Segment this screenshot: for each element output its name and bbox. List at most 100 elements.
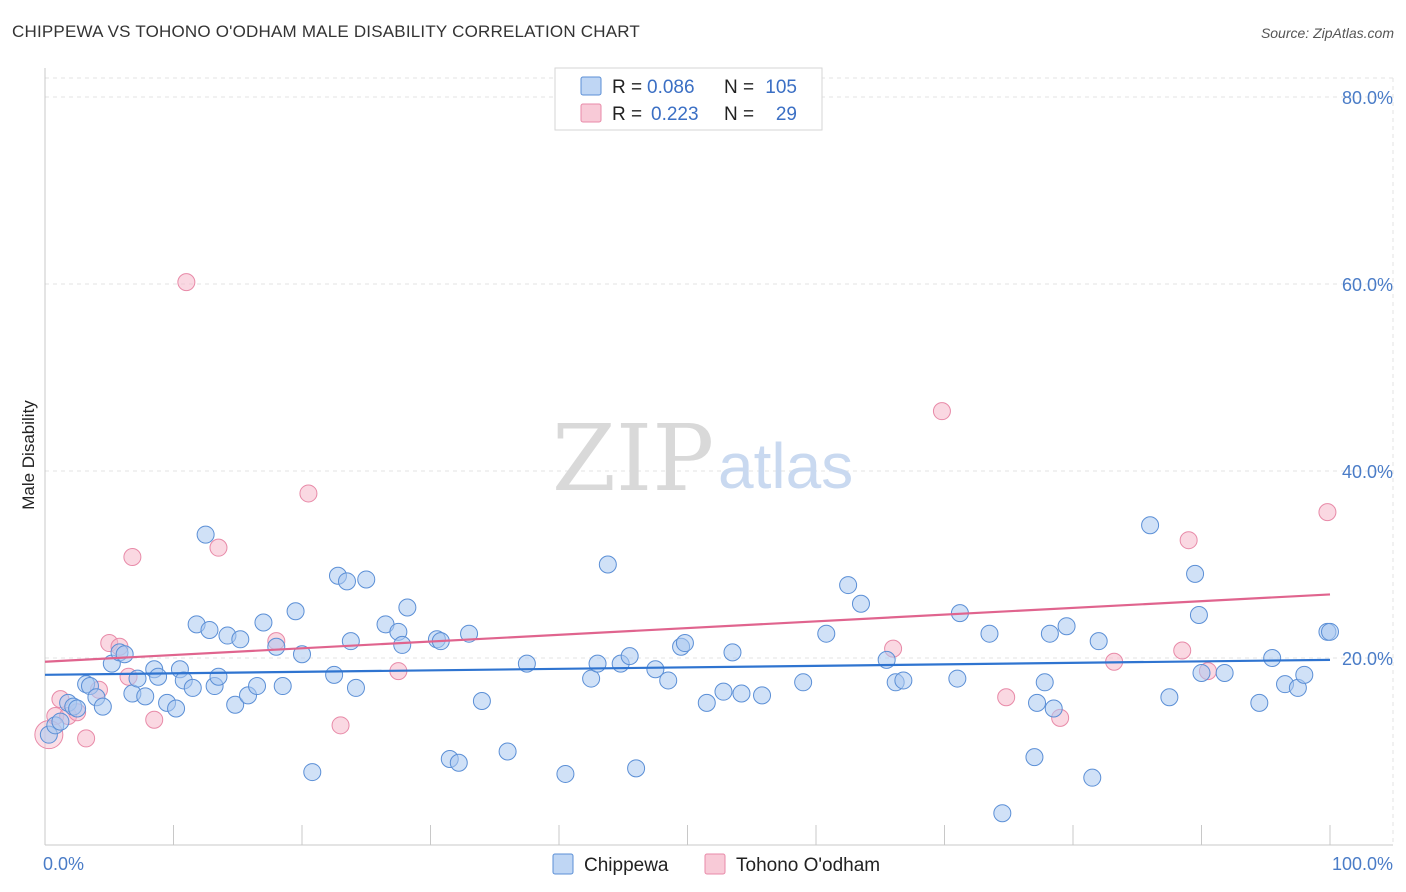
legend-r-label-1: R = <box>612 77 642 98</box>
chippewa-point-70 <box>723 643 742 662</box>
y-tick-label-40: 40.0% <box>1342 462 1393 482</box>
chippewa-point-43 <box>346 678 365 697</box>
legend-r-value-1: 0.086 <box>647 77 695 98</box>
chippewa-point-37 <box>293 645 311 664</box>
legend-r-label-2: R = <box>612 104 642 125</box>
chippewa-point-44 <box>357 570 376 589</box>
chippewa-point-96 <box>1192 663 1211 682</box>
tohono-point-18 <box>932 402 951 421</box>
chippewa-point-25 <box>200 620 219 639</box>
bottom-legend-swatch-chippewa <box>552 853 574 875</box>
chippewa-point-90 <box>1083 768 1102 787</box>
chippewa-point-41 <box>337 572 356 591</box>
chippewa-point-97 <box>1215 663 1234 682</box>
chippewa-point-34 <box>267 637 286 656</box>
chippewa-point-65 <box>659 671 678 690</box>
chippewa-point-64 <box>646 660 665 679</box>
chippewa-point-56 <box>517 654 536 673</box>
tohono-point-19 <box>997 688 1016 707</box>
tohono-point-9 <box>123 548 142 567</box>
chippewa-point-82 <box>980 624 999 643</box>
chippewa-point-99 <box>1263 649 1282 667</box>
chippewa-point-98 <box>1250 693 1269 712</box>
tohono-point-25 <box>1318 503 1337 522</box>
y-tick-label-60: 60.0% <box>1342 275 1393 295</box>
legend-n-label-1: N = <box>724 77 754 98</box>
chippewa-point-86 <box>1035 673 1054 692</box>
chippewa-point-60 <box>598 555 617 574</box>
series-legend: Chippewa Tohono O'odham <box>552 853 880 876</box>
chippewa-point-76 <box>851 594 870 613</box>
chippewa-point-9 <box>93 697 112 716</box>
chippewa-point-27 <box>209 667 228 686</box>
chippewa-point-83 <box>993 804 1012 823</box>
chippewa-point-22 <box>183 678 202 697</box>
tohono-point-12 <box>209 538 228 557</box>
chippewa-point-2 <box>51 712 70 731</box>
legend-swatch-chippewa <box>580 76 602 96</box>
watermark: ZIP atlas <box>552 405 853 512</box>
chippewa-point-75 <box>839 576 858 595</box>
chippewa-trend-line <box>44 658 1331 676</box>
chippewa-points <box>39 516 1339 823</box>
chart-title: CHIPPEWA VS TOHONO O'ODHAM MALE DISABILI… <box>12 22 640 41</box>
chippewa-point-33 <box>254 613 273 632</box>
chippewa-point-92 <box>1141 516 1160 535</box>
chippewa-point-87 <box>1040 624 1059 643</box>
chippewa-point-102 <box>1295 665 1314 684</box>
legend-n-label-2: N = <box>724 104 754 125</box>
chippewa-point-89 <box>1057 617 1076 636</box>
tohono-point-15 <box>331 716 350 735</box>
chippewa-point-19 <box>167 699 186 718</box>
chippewa-point-29 <box>226 695 245 714</box>
tohono-point-11 <box>177 273 196 292</box>
chippewa-point-73 <box>794 673 813 692</box>
watermark-atlas: atlas <box>718 430 853 502</box>
chippewa-point-63 <box>627 759 646 778</box>
tohono-point-14 <box>299 484 318 503</box>
chippewa-point-84 <box>1025 748 1044 767</box>
tohono-point-4 <box>77 729 96 748</box>
chippewa-point-69 <box>714 682 733 701</box>
chippewa-point-91 <box>1089 632 1108 651</box>
legend-n-value-1: 105 <box>765 77 797 98</box>
bottom-legend-chippewa: Chippewa <box>584 855 669 876</box>
chippewa-point-30 <box>231 630 250 649</box>
trend-lines <box>44 593 1331 676</box>
bottom-legend-tohono: Tohono O'odham <box>736 855 880 876</box>
legend-swatch-tohono <box>580 103 602 123</box>
chippewa-point-38 <box>303 763 322 782</box>
chippewa-point-104 <box>1321 622 1339 641</box>
y-tick-label-20: 20.0% <box>1342 649 1393 669</box>
chippewa-point-88 <box>1044 699 1063 718</box>
chippewa-point-54 <box>472 692 491 711</box>
y-tick-labels: 20.0% 40.0% 60.0% 80.0% <box>1342 88 1393 669</box>
x-tick-labels: 0.0% 100.0% <box>43 854 1393 874</box>
y-axis-title: Male Disability <box>19 400 38 510</box>
y-tick-label-80: 80.0% <box>1342 88 1393 108</box>
tohono-point-22 <box>1173 641 1192 660</box>
chippewa-point-32 <box>248 677 267 696</box>
x-tick-label-min: 0.0% <box>43 854 84 874</box>
tohono-trend-line <box>44 593 1331 663</box>
chippewa-point-17 <box>149 667 168 686</box>
chippewa-point-5 <box>68 699 87 718</box>
chippewa-point-47 <box>393 635 412 654</box>
chippewa-point-62 <box>620 647 639 666</box>
chippewa-point-36 <box>286 602 305 621</box>
chippewa-point-95 <box>1189 605 1208 624</box>
chippewa-point-79 <box>894 671 913 690</box>
chippewa-point-15 <box>136 687 155 706</box>
chippewa-point-94 <box>1186 564 1205 583</box>
source-label: Source: ZipAtlas.com <box>1260 25 1394 41</box>
watermark-zip: ZIP <box>552 405 714 512</box>
chippewa-point-24 <box>196 525 215 544</box>
chippewa-point-74 <box>817 624 836 643</box>
chippewa-point-12 <box>115 645 134 664</box>
chippewa-point-53 <box>460 624 479 643</box>
chippewa-point-93 <box>1160 688 1179 707</box>
axes <box>44 68 1393 846</box>
chippewa-point-35 <box>273 677 292 696</box>
chippewa-point-57 <box>556 764 575 783</box>
